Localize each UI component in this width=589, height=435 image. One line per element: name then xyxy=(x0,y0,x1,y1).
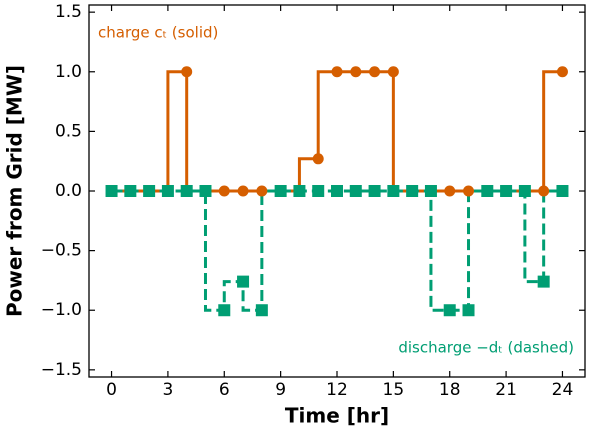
x-tick-label: 15 xyxy=(383,380,405,400)
marker xyxy=(387,185,400,197)
marker xyxy=(518,185,531,197)
marker xyxy=(538,185,550,197)
marker xyxy=(218,185,230,197)
marker xyxy=(556,185,569,197)
marker xyxy=(369,66,381,78)
marker xyxy=(237,185,249,197)
marker xyxy=(180,185,193,197)
marker xyxy=(181,66,193,78)
x-tick-label: 0 xyxy=(106,380,117,400)
marker xyxy=(350,66,362,78)
x-tick-label: 6 xyxy=(219,380,230,400)
y-tick-label: 0.0 xyxy=(55,181,82,201)
marker xyxy=(406,185,419,197)
x-axis-label: Time [hr] xyxy=(285,404,389,428)
marker xyxy=(218,304,231,317)
marker xyxy=(444,185,456,197)
x-tick-label: 12 xyxy=(326,380,348,400)
y-tick-label: −0.5 xyxy=(41,241,82,261)
marker xyxy=(387,66,399,78)
marker xyxy=(143,185,156,197)
x-tick-label: 18 xyxy=(439,380,461,400)
marker xyxy=(500,185,513,197)
annotation: charge cₜ (solid) xyxy=(98,24,218,42)
y-axis-label: Power from Grid [MW] xyxy=(3,65,27,317)
marker xyxy=(312,153,324,165)
marker xyxy=(443,304,456,317)
marker xyxy=(312,185,325,197)
marker xyxy=(368,185,381,197)
marker xyxy=(462,304,475,317)
x-tick-label: 9 xyxy=(275,380,286,400)
marker xyxy=(274,185,287,197)
marker xyxy=(256,185,268,197)
marker xyxy=(424,185,437,197)
marker xyxy=(255,304,268,317)
marker xyxy=(331,185,343,197)
step-line xyxy=(111,70,563,193)
plot-frame xyxy=(88,4,586,378)
marker xyxy=(161,185,174,197)
annotation: discharge −dₜ (dashed) xyxy=(398,339,574,357)
x-tick-label: 21 xyxy=(495,380,517,400)
marker xyxy=(199,185,212,197)
y-tick-label: 0.5 xyxy=(55,121,82,141)
y-tick-label: 1.0 xyxy=(55,62,82,82)
marker xyxy=(331,66,343,78)
step-line xyxy=(111,189,563,312)
x-tick-label: 24 xyxy=(552,380,574,400)
y-tick-label: −1.0 xyxy=(41,300,82,320)
marker xyxy=(556,66,568,78)
marker xyxy=(481,185,494,197)
marker xyxy=(105,185,118,197)
marker xyxy=(463,185,475,197)
x-tick-label: 3 xyxy=(162,380,173,400)
marker xyxy=(537,275,550,288)
y-tick-label: 1.5 xyxy=(55,2,82,22)
marker xyxy=(237,275,250,288)
marker xyxy=(349,185,362,197)
marker xyxy=(293,185,306,197)
y-tick-label: −1.5 xyxy=(41,360,82,380)
marker xyxy=(124,185,137,197)
